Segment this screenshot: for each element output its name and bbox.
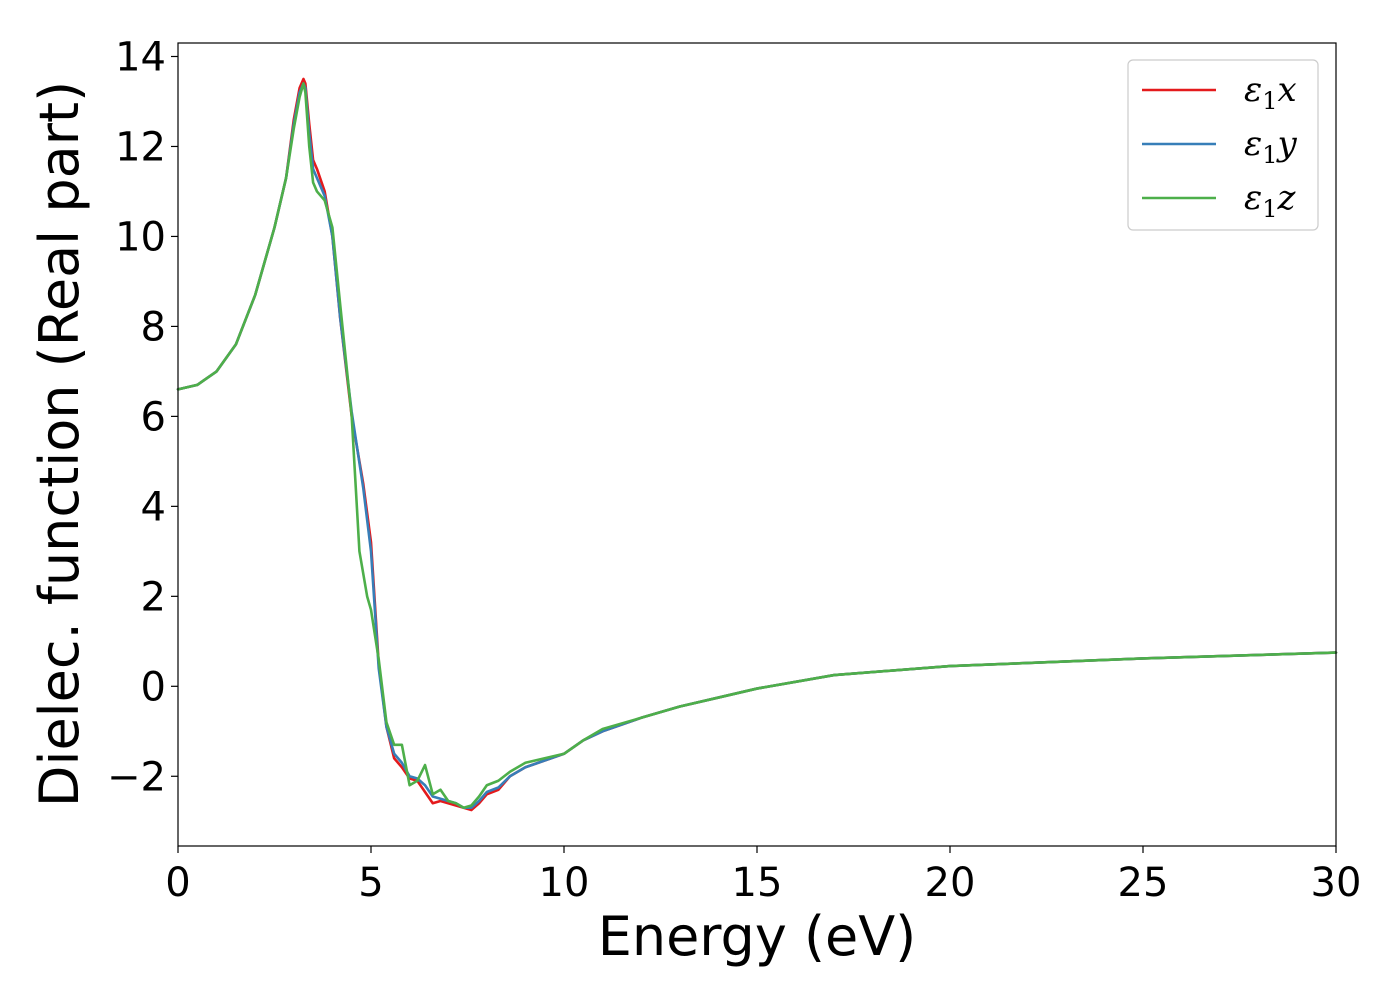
legend-label-y: ε1y [1244,124,1298,169]
legend-box [1127,59,1319,231]
x-axis-ticks: 0 5 10 15 20 25 30 [165,846,1361,906]
y-tick-label: 10 [115,214,166,260]
x-tick-label: 0 [165,860,190,906]
x-tick-label: 30 [1311,860,1362,906]
series-line-z [176,82,1338,810]
y-tick-label: 0 [141,664,166,710]
x-tick-label: 15 [732,860,783,906]
y-tick-label: −2 [107,754,166,800]
x-tick-label: 20 [925,860,976,906]
y-tick-label: 4 [141,484,166,530]
y-tick-label: 8 [141,304,166,350]
y-tick-label: 6 [141,394,166,440]
series-layer [176,77,1338,812]
legend-label-x: ε1x [1244,70,1297,115]
legend: ε1x ε1y ε1z [1127,59,1319,231]
y-axis-label: Dielec. function (Real part) [28,81,91,807]
legend-label-z: ε1z [1244,178,1297,223]
y-tick-label: 14 [115,34,166,80]
x-tick-label: 10 [539,860,590,906]
y-tick-label: 12 [115,124,166,170]
x-tick-label: 25 [1118,860,1169,906]
y-tick-label: 2 [141,574,166,620]
x-tick-label: 5 [358,860,383,906]
y-axis-ticks: −2 0 2 4 6 8 10 12 14 [107,34,178,800]
x-axis-label: Energy (eV) [598,905,917,968]
